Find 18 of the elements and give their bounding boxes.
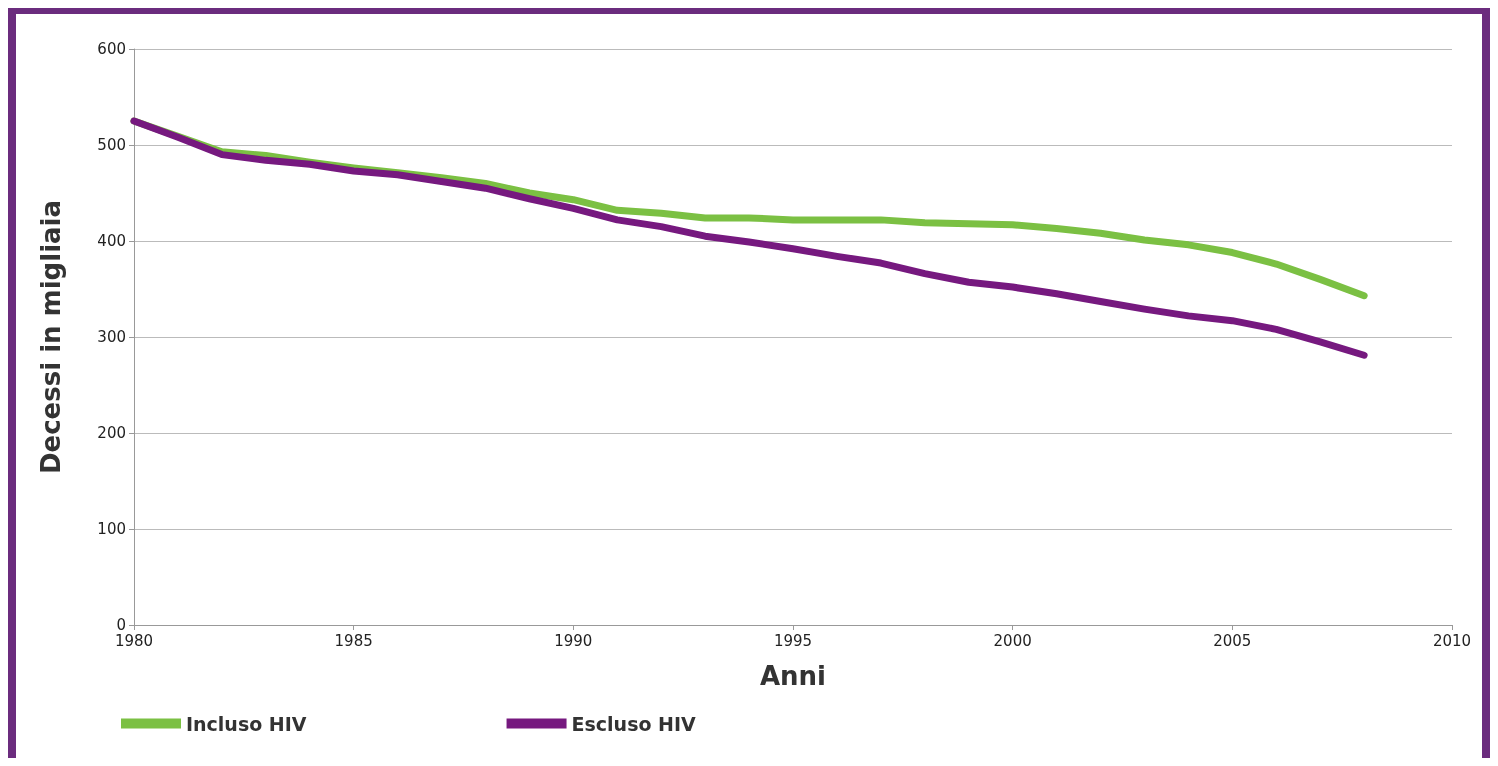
y-tick-label: 0 [116, 616, 126, 634]
y-tick-label: 100 [97, 520, 126, 538]
x-tick-label: 1995 [773, 631, 813, 650]
x-tick-label: 2000 [993, 631, 1032, 650]
y-tick-label: 600 [97, 40, 126, 58]
legend-label: Incluso HIV [186, 712, 307, 735]
y-tick-label: 400 [97, 232, 126, 250]
x-tick-label: 2010 [1432, 631, 1472, 650]
legend-label: Escluso HIV [571, 712, 697, 735]
x-tick-label: 1985 [334, 631, 373, 650]
x-tick-label: 2005 [1213, 631, 1252, 650]
x-axis-title: Anni [759, 661, 827, 691]
x-tick-label: 1990 [554, 631, 593, 650]
y-tick-label: 500 [97, 136, 126, 154]
y-axis-title: Decessi in migliaia [36, 199, 66, 475]
x-tick-label: 1980 [114, 631, 154, 650]
y-tick-label: 300 [97, 328, 126, 346]
y-tick-label: 200 [97, 424, 126, 442]
